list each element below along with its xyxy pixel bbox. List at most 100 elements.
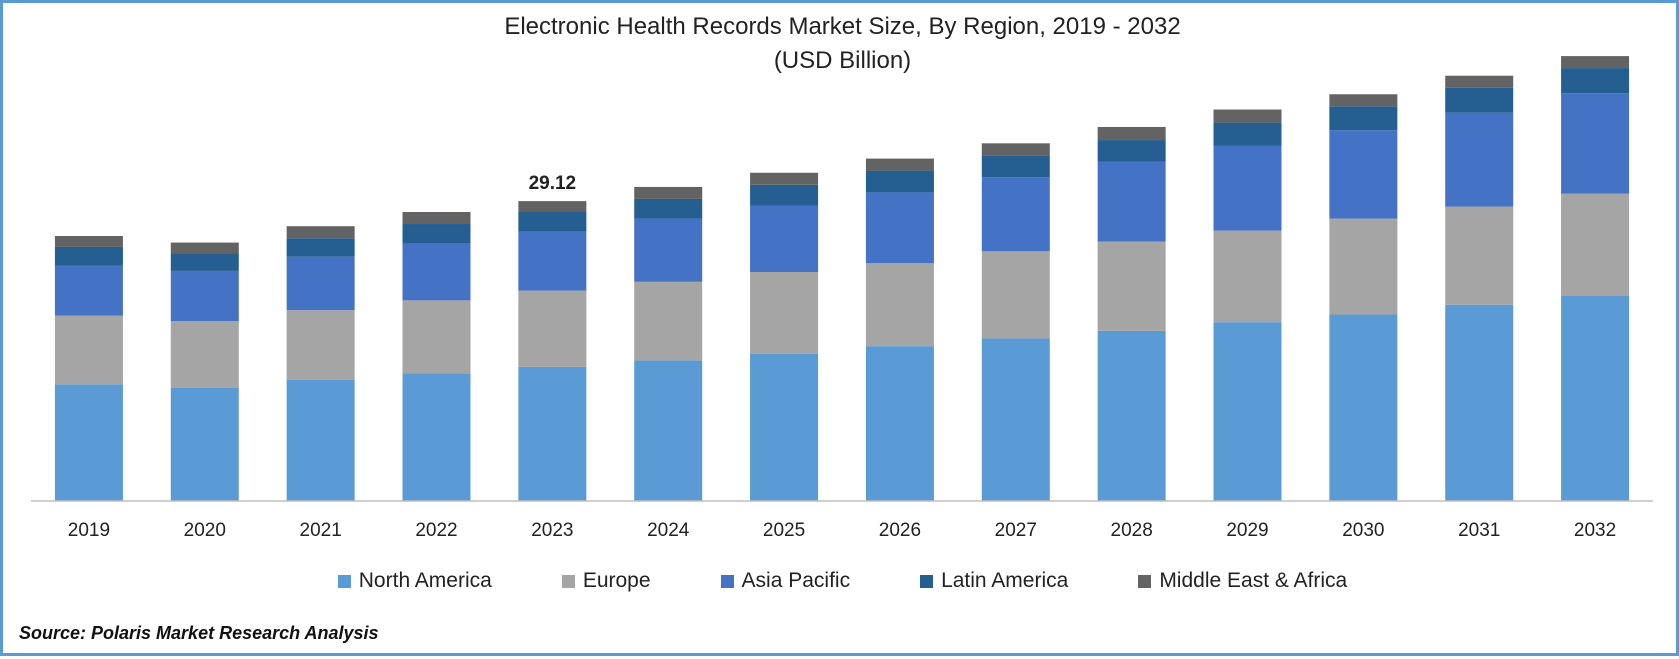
bar-2021-latin-america xyxy=(286,238,355,257)
legend-label: Europe xyxy=(582,569,651,592)
bar-2020-europe xyxy=(170,321,239,388)
legend: North America Europe Asia Pacific Latin Ame… xyxy=(3,569,1679,593)
legend-label: North America xyxy=(358,569,492,592)
bar-2026-middle-east-africa xyxy=(865,158,934,171)
x-tick-label: 2023 xyxy=(531,520,573,541)
bar-2024-asia-pacific xyxy=(634,218,703,282)
bar-2021-asia-pacific xyxy=(286,256,355,311)
chart-title: Electronic Health Records Market Size, B… xyxy=(504,13,1181,40)
bar-2026-asia-pacific xyxy=(865,192,934,264)
x-tick-label: 2031 xyxy=(1458,520,1500,541)
x-tick-label: 2024 xyxy=(647,520,690,541)
legend-label: Middle East & Africa xyxy=(1159,569,1348,592)
stacked-bar-chart: 2019 2020 2021 2022 2023 2024 2025 2026 2027 2028… xyxy=(31,56,1653,541)
x-tick-label: 2022 xyxy=(415,520,457,541)
legend-item-asia-pacific: Asia Pacific xyxy=(720,569,851,593)
bar-2026-north-america xyxy=(865,346,934,501)
bar-2025-north-america xyxy=(750,353,819,501)
legend-item-north-america: North America xyxy=(337,569,492,593)
bar-2025-asia-pacific xyxy=(750,205,819,272)
bar-2029-asia-pacific xyxy=(1213,145,1282,231)
bars-group xyxy=(54,56,1630,501)
legend-label: Latin America xyxy=(941,569,1069,592)
source-note: Source: Polaris Market Research Analysis xyxy=(19,623,379,643)
bar-2024-middle-east-africa xyxy=(634,186,703,199)
bar-2023-middle-east-africa xyxy=(518,201,587,213)
bar-2032-latin-america xyxy=(1561,68,1630,94)
bar-2032-middle-east-africa xyxy=(1561,56,1630,69)
x-tick-labels: 2019 2020 2021 2022 2023 2024 2025 2026 2027 2028… xyxy=(68,520,1616,541)
bar-2023-asia-pacific xyxy=(518,231,587,291)
bar-2029-europe xyxy=(1213,230,1282,323)
x-tick-label: 2021 xyxy=(300,520,342,541)
data-label-2023: 29.12 xyxy=(529,173,577,194)
bar-2028-middle-east-africa xyxy=(1097,126,1166,141)
legend-item-latin-america: Latin America xyxy=(920,569,1068,593)
bar-2025-middle-east-africa xyxy=(750,172,819,185)
bar-2020-asia-pacific xyxy=(170,270,239,322)
legend-label: Asia Pacific xyxy=(741,569,851,592)
annotations: 29.12 xyxy=(529,173,577,194)
bar-2022-north-america xyxy=(402,373,471,501)
bar-2023-europe xyxy=(518,290,587,367)
bar-2031-latin-america xyxy=(1445,87,1514,113)
x-tick-label: 2026 xyxy=(879,520,921,541)
bar-2023-north-america xyxy=(518,366,587,501)
bar-2022-asia-pacific xyxy=(402,243,471,301)
bar-2030-middle-east-africa xyxy=(1329,94,1398,107)
bar-2031-middle-east-africa xyxy=(1445,75,1514,88)
bar-2025-latin-america xyxy=(750,184,819,206)
bar-2020-north-america xyxy=(170,387,239,501)
bar-2027-latin-america xyxy=(981,155,1050,178)
bar-2024-europe xyxy=(634,281,703,361)
bar-2023-latin-america xyxy=(518,212,587,232)
bar-2019-north-america xyxy=(54,384,123,501)
bar-2031-europe xyxy=(1445,206,1514,305)
legend-swatch xyxy=(561,574,575,588)
bar-2019-europe xyxy=(54,315,123,385)
legend-swatch xyxy=(1138,574,1152,588)
bar-2027-asia-pacific xyxy=(981,177,1050,252)
bar-2020-latin-america xyxy=(170,253,239,271)
bar-2031-north-america xyxy=(1445,304,1514,501)
bar-2022-middle-east-africa xyxy=(402,212,471,225)
bar-2029-north-america xyxy=(1213,322,1282,501)
bar-2030-europe xyxy=(1329,218,1398,315)
bar-2032-asia-pacific xyxy=(1561,93,1630,194)
bar-2029-latin-america xyxy=(1213,122,1282,146)
bar-2032-north-america xyxy=(1561,295,1630,501)
bar-2028-asia-pacific xyxy=(1097,161,1166,242)
legend-swatch xyxy=(920,574,934,588)
bar-2029-middle-east-africa xyxy=(1213,109,1282,123)
legend-swatch xyxy=(720,574,734,588)
x-tick-label: 2032 xyxy=(1574,520,1616,541)
bar-2026-latin-america xyxy=(865,170,934,193)
x-tick-label: 2029 xyxy=(1226,520,1268,541)
legend-item-middle-east-africa: Middle East & Africa xyxy=(1138,569,1347,593)
bar-2021-north-america xyxy=(286,379,355,501)
bar-2019-middle-east-africa xyxy=(54,236,123,247)
x-tick-label: 2025 xyxy=(763,520,805,541)
bar-2028-europe xyxy=(1097,241,1166,331)
bar-2030-asia-pacific xyxy=(1329,130,1398,219)
chart-subtitle: (USD Billion) xyxy=(773,47,912,74)
bar-2030-north-america xyxy=(1329,314,1398,501)
bar-2019-asia-pacific xyxy=(54,265,123,316)
bar-2019-latin-america xyxy=(54,246,123,266)
x-tick-label: 2030 xyxy=(1342,520,1384,541)
bar-2026-europe xyxy=(865,263,934,347)
bar-2022-latin-america xyxy=(402,224,471,244)
bar-2025-europe xyxy=(750,272,819,354)
bar-2028-north-america xyxy=(1097,330,1166,501)
bar-2027-europe xyxy=(981,251,1050,339)
bar-2027-north-america xyxy=(981,338,1050,501)
bar-2021-europe xyxy=(286,310,355,380)
bar-2027-middle-east-africa xyxy=(981,143,1050,156)
legend-item-europe: Europe xyxy=(561,569,651,593)
bar-2032-europe xyxy=(1561,193,1630,296)
bar-2024-latin-america xyxy=(634,198,703,219)
bar-2022-europe xyxy=(402,300,471,374)
x-tick-label: 2019 xyxy=(68,520,110,541)
bar-2028-latin-america xyxy=(1097,140,1166,162)
